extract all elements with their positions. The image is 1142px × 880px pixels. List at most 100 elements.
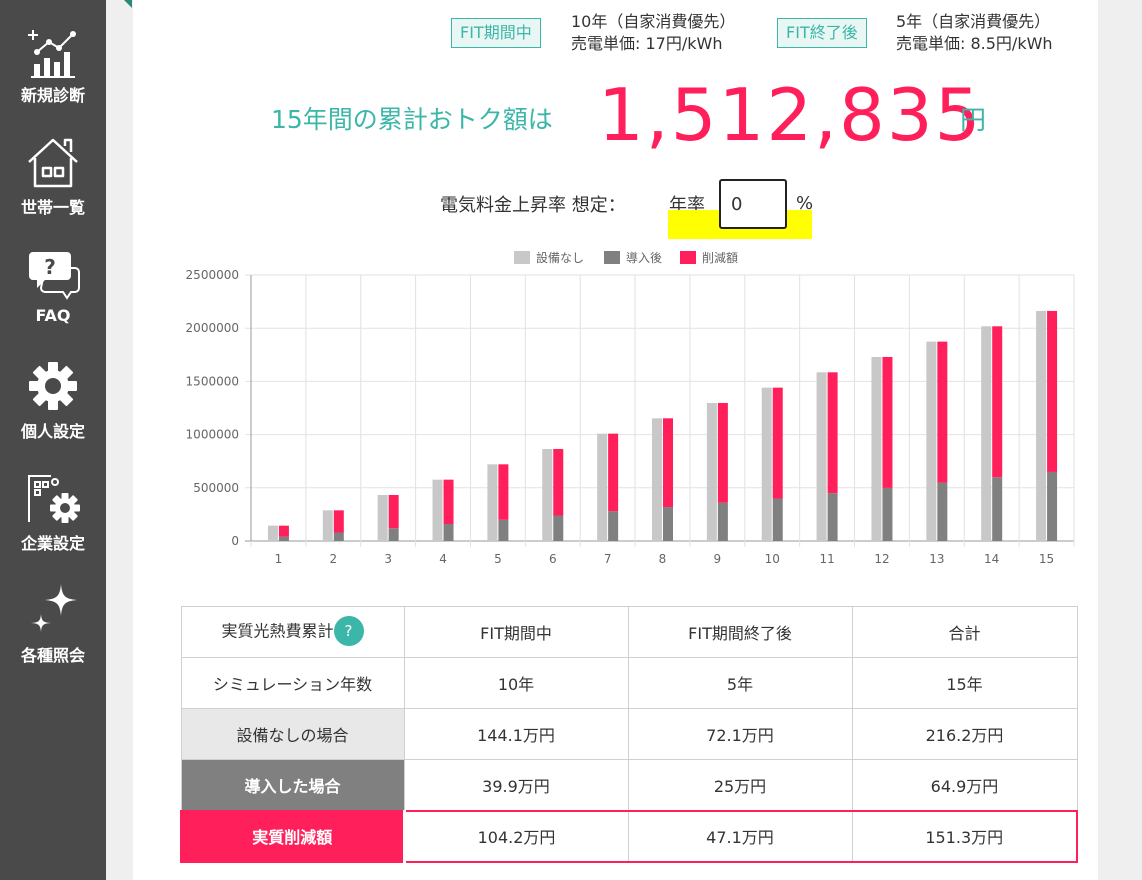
fit-after-badge: FIT終了後 — [777, 18, 867, 48]
table-cell: 25万円 — [627, 759, 853, 811]
table-header-cell: 合計 — [851, 606, 1078, 658]
rate-input[interactable] — [719, 179, 787, 229]
sidebar-item-inquiries[interactable]: 各種照会 — [0, 560, 106, 672]
faq-bubble-icon: ? — [29, 252, 80, 300]
legend-swatch — [680, 251, 696, 264]
bar-savings — [827, 372, 838, 494]
bar-after-install — [1047, 471, 1058, 541]
bar-after-install — [608, 511, 619, 541]
bar-after-install — [498, 519, 509, 541]
rate-unit: % — [796, 193, 814, 214]
bar-after-install — [827, 493, 838, 541]
bar-savings — [278, 525, 289, 537]
table-row-label: 導入した場合 — [180, 759, 405, 811]
bar-no-equipment — [981, 326, 992, 541]
fit-after-period: 5年（自家消費優先） — [896, 12, 1051, 31]
table-cell: 104.2万円 — [403, 809, 629, 863]
bar-no-equipment — [1036, 310, 1047, 541]
table-row: 導入した場合 39.9万円 25万円 64.9万円 — [180, 759, 1078, 811]
fit-during-period: 10年（自家消費優先） — [571, 12, 736, 31]
bar-savings — [937, 341, 948, 483]
bar-after-install — [553, 515, 564, 541]
rate-label: 電気料金上昇率 想定： — [440, 195, 626, 216]
sidebar-item-personal-settings[interactable]: 個人設定 — [0, 336, 106, 448]
x-tick-label: 2 — [329, 552, 337, 566]
company-gear-icon — [28, 475, 80, 523]
total-savings-label: 15年間の累計おトク額は — [271, 105, 553, 134]
bar-after-install — [937, 482, 948, 541]
fit-during-info: 10年（自家消費優先） 売電単価: 17円/kWh — [571, 11, 735, 55]
bar-after-install — [278, 536, 289, 541]
legend-swatch — [514, 251, 530, 264]
table-cell: 47.1万円 — [627, 809, 853, 863]
x-tick-label: 15 — [1039, 552, 1054, 566]
table-cell: 72.1万円 — [627, 708, 853, 760]
bar-after-install — [882, 487, 893, 541]
chart-plus-icon — [28, 30, 76, 78]
summary-table: 実質光熱費累計? FIT期間中 FIT期間終了後 合計 シミュレーション年数 1… — [180, 606, 1078, 863]
x-tick-label: 10 — [765, 552, 780, 566]
sidebar-item-faq[interactable]: ? FAQ — [0, 224, 106, 336]
bar-savings — [443, 479, 454, 525]
x-tick-label: 5 — [494, 552, 502, 566]
corner-mark — [124, 0, 132, 8]
fit-after-price: 売電単価: 8.5円/kWh — [896, 34, 1053, 53]
table-row: 実質削減額 104.2万円 47.1万円 151.3万円 — [180, 809, 1078, 863]
bar-no-equipment — [597, 433, 608, 541]
table-cell: 5年 — [627, 657, 853, 709]
bar-savings — [333, 510, 344, 533]
table-header-cell: FIT期間終了後 — [627, 606, 853, 658]
x-tick-label: 13 — [929, 552, 944, 566]
table-cell: 144.1万円 — [403, 708, 629, 760]
y-tick-label: 500000 — [193, 481, 239, 495]
table-cell: 39.9万円 — [403, 759, 629, 811]
sidebar-item-household-list[interactable]: 世帯一覧 — [0, 112, 106, 224]
sidebar-item-label: FAQ — [35, 306, 71, 325]
bar-no-equipment — [926, 341, 937, 541]
x-tick-label: 6 — [549, 552, 557, 566]
bar-no-equipment — [761, 387, 772, 541]
bar-savings — [498, 464, 509, 520]
legend-swatch — [604, 251, 620, 264]
bar-after-install — [772, 498, 783, 541]
bar-savings — [992, 326, 1003, 478]
y-tick-label: 2000000 — [186, 321, 239, 335]
bar-no-equipment — [377, 494, 388, 541]
bar-after-install — [992, 477, 1003, 541]
x-tick-label: 4 — [439, 552, 447, 566]
svg-text:?: ? — [44, 255, 56, 279]
legend-label: 導入後 — [626, 251, 662, 265]
bar-savings — [717, 402, 728, 503]
bar-savings — [882, 356, 893, 488]
x-tick-label: 12 — [874, 552, 889, 566]
table-row-label: シミュレーション年数 — [180, 657, 405, 709]
table-header-cell: 実質光熱費累計? — [180, 606, 405, 658]
table-header-cell: FIT期間中 — [403, 606, 629, 658]
sidebar-item-label: 個人設定 — [20, 422, 85, 441]
total-savings-value: 1,512,835 — [598, 73, 983, 157]
sidebar-item-label: 企業設定 — [20, 534, 85, 553]
legend-label: 削減額 — [702, 250, 738, 265]
fit-after-info: 5年（自家消費優先） 売電単価: 8.5円/kWh — [896, 11, 1053, 55]
sidebar: 新規診断 世帯一覧 ? FAQ — [0, 0, 106, 880]
x-tick-label: 7 — [604, 552, 612, 566]
house-icon — [28, 138, 78, 188]
bar-savings — [663, 418, 673, 508]
table-cell: 151.3万円 — [851, 809, 1078, 863]
table-row: シミュレーション年数 10年 5年 15年 — [180, 657, 1078, 709]
y-tick-label: 1500000 — [186, 374, 239, 388]
x-tick-label: 8 — [659, 552, 667, 566]
y-tick-label: 0 — [231, 534, 239, 548]
x-tick-label: 14 — [984, 552, 999, 566]
help-icon[interactable]: ? — [333, 616, 364, 646]
sidebar-item-company-settings[interactable]: 企業設定 — [0, 448, 106, 560]
x-tick-label: 3 — [384, 552, 392, 566]
x-tick-label: 1 — [275, 552, 283, 566]
sidebar-item-new-diagnosis[interactable]: 新規診断 — [0, 0, 106, 112]
bar-after-install — [388, 528, 399, 541]
sidebar-item-label: 新規診断 — [20, 86, 85, 105]
legend-label: 設備なし — [536, 250, 584, 265]
bar-no-equipment — [267, 525, 278, 541]
bar-no-equipment — [706, 402, 717, 541]
bar-no-equipment — [322, 510, 333, 541]
